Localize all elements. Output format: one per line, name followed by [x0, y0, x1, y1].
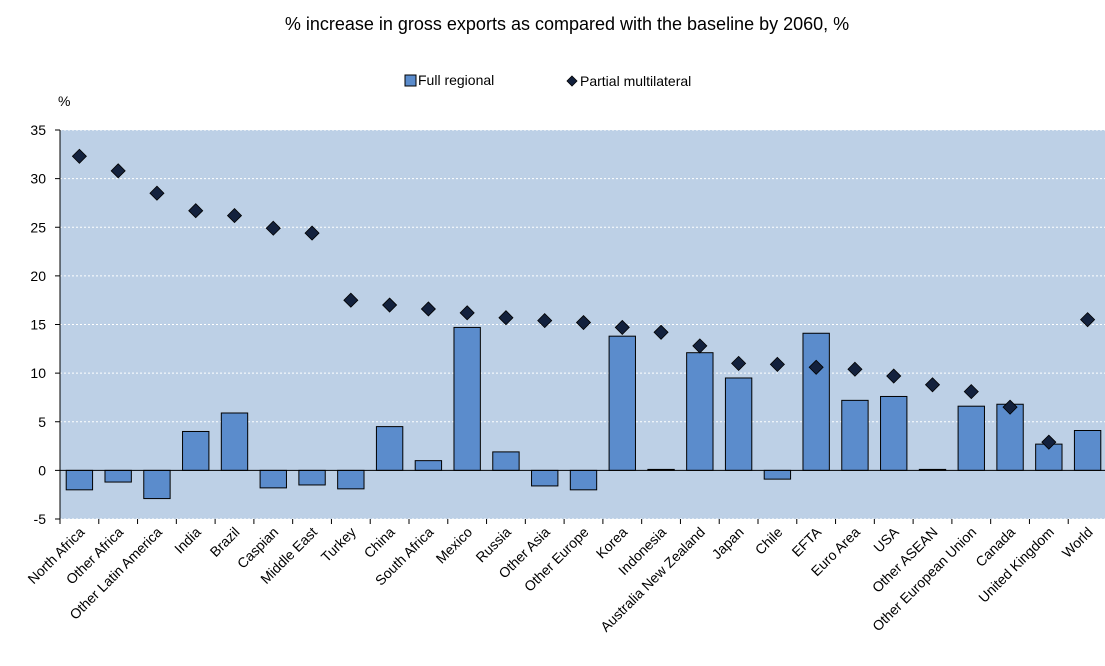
- marker-middle-east: [304, 225, 320, 241]
- bar-china: [375, 426, 404, 471]
- marker-efta: [808, 359, 824, 375]
- y-tick-label: 15: [30, 317, 46, 333]
- marker-japan: [731, 355, 747, 371]
- marker-australia-new-zealand: [692, 338, 708, 354]
- bar-australia-new-zealand: [686, 352, 714, 471]
- marker-canada: [1002, 399, 1018, 415]
- bar-south-africa: [414, 460, 443, 471]
- bar-turkey: [337, 469, 365, 490]
- bar-north-africa: [65, 469, 94, 491]
- bar-russia: [492, 451, 520, 471]
- marker-other-europe: [575, 314, 592, 331]
- bar-efta: [802, 332, 830, 471]
- bar-middle-east: [298, 469, 326, 486]
- marker-other-asean: [924, 377, 941, 393]
- marker-usa: [886, 368, 902, 384]
- marker-north-africa: [71, 148, 87, 164]
- y-tick-label: 30: [30, 171, 46, 187]
- marker-chile: [769, 356, 785, 372]
- bar-japan: [724, 377, 753, 471]
- marker-india: [188, 203, 204, 219]
- bar-other-latin-america: [143, 469, 171, 500]
- bar-chile: [763, 469, 792, 480]
- bar-other-european-union: [957, 405, 985, 471]
- legend-marker-partial-multilateral: [566, 75, 578, 87]
- bar-euro-area: [841, 399, 869, 471]
- marker-other-latin-america: [149, 185, 165, 201]
- y-tick-label: 25: [30, 219, 46, 235]
- marker-turkey: [343, 292, 359, 308]
- marker-korea: [614, 319, 630, 335]
- chart-title: % increase in gross exports as compared …: [285, 14, 849, 34]
- marker-indonesia: [653, 324, 669, 340]
- partial-multilateral-markers: [71, 148, 1096, 450]
- x-tick-label-mexico: Mexico: [433, 524, 476, 567]
- full-regional-bars: [65, 326, 1102, 500]
- marker-euro-area: [847, 361, 863, 377]
- marker-mexico: [459, 305, 475, 321]
- bar-mexico: [453, 326, 481, 471]
- x-tick-label-brazil: Brazil: [207, 524, 243, 560]
- bar-usa: [880, 395, 908, 471]
- legend-swatch-full-regional: [404, 74, 417, 87]
- x-tick-label-india: India: [171, 524, 204, 557]
- y-tick-label: 10: [30, 365, 46, 381]
- bar-other-europe: [569, 469, 598, 491]
- x-tick-label-world: World: [1059, 524, 1096, 561]
- marker-other-africa: [110, 163, 126, 179]
- marker-other-european-union: [963, 384, 979, 400]
- marker-other-asia: [537, 313, 553, 329]
- bar-india: [182, 430, 210, 471]
- bar-world: [1073, 430, 1102, 471]
- y-tick-label: 20: [30, 268, 46, 284]
- x-tick-label-japan: Japan: [708, 524, 746, 562]
- legend-label-partial-multilateral: Partial multilateral: [580, 73, 691, 89]
- y-axis-label: %: [58, 93, 70, 109]
- bar-caspian: [259, 469, 287, 489]
- x-tick-label-usa: USA: [870, 523, 902, 555]
- x-tick-label-chile: Chile: [752, 524, 786, 558]
- legend: Full regional Partial multilateral: [404, 72, 691, 89]
- bar-other-asia: [531, 469, 559, 487]
- x-axis: [59, 469, 1105, 524]
- marker-united-kingdom: [1041, 434, 1057, 450]
- marker-south-africa: [420, 301, 436, 317]
- marker-brazil: [226, 208, 243, 224]
- bar-brazil: [220, 412, 249, 471]
- gridlines: [60, 129, 1105, 520]
- y-tick-label: 35: [30, 122, 46, 138]
- x-tick-label-turkey: Turkey: [318, 524, 359, 565]
- y-tick-label: 0: [38, 462, 46, 478]
- marker-russia: [498, 310, 514, 326]
- marker-china: [382, 297, 398, 313]
- marker-caspian: [265, 220, 281, 236]
- y-axis: -5 0 5 10 15 20 25 30 35: [30, 122, 61, 527]
- y-tick-label: -5: [34, 511, 47, 527]
- bar-canada: [996, 403, 1024, 471]
- x-tick-label-efta: EFTA: [788, 523, 824, 559]
- bar-korea: [608, 335, 636, 471]
- y-tick-label: 5: [38, 414, 46, 430]
- marker-world: [1080, 312, 1096, 328]
- bar-other-africa: [104, 469, 132, 483]
- legend-label-full-regional: Full regional: [418, 72, 494, 88]
